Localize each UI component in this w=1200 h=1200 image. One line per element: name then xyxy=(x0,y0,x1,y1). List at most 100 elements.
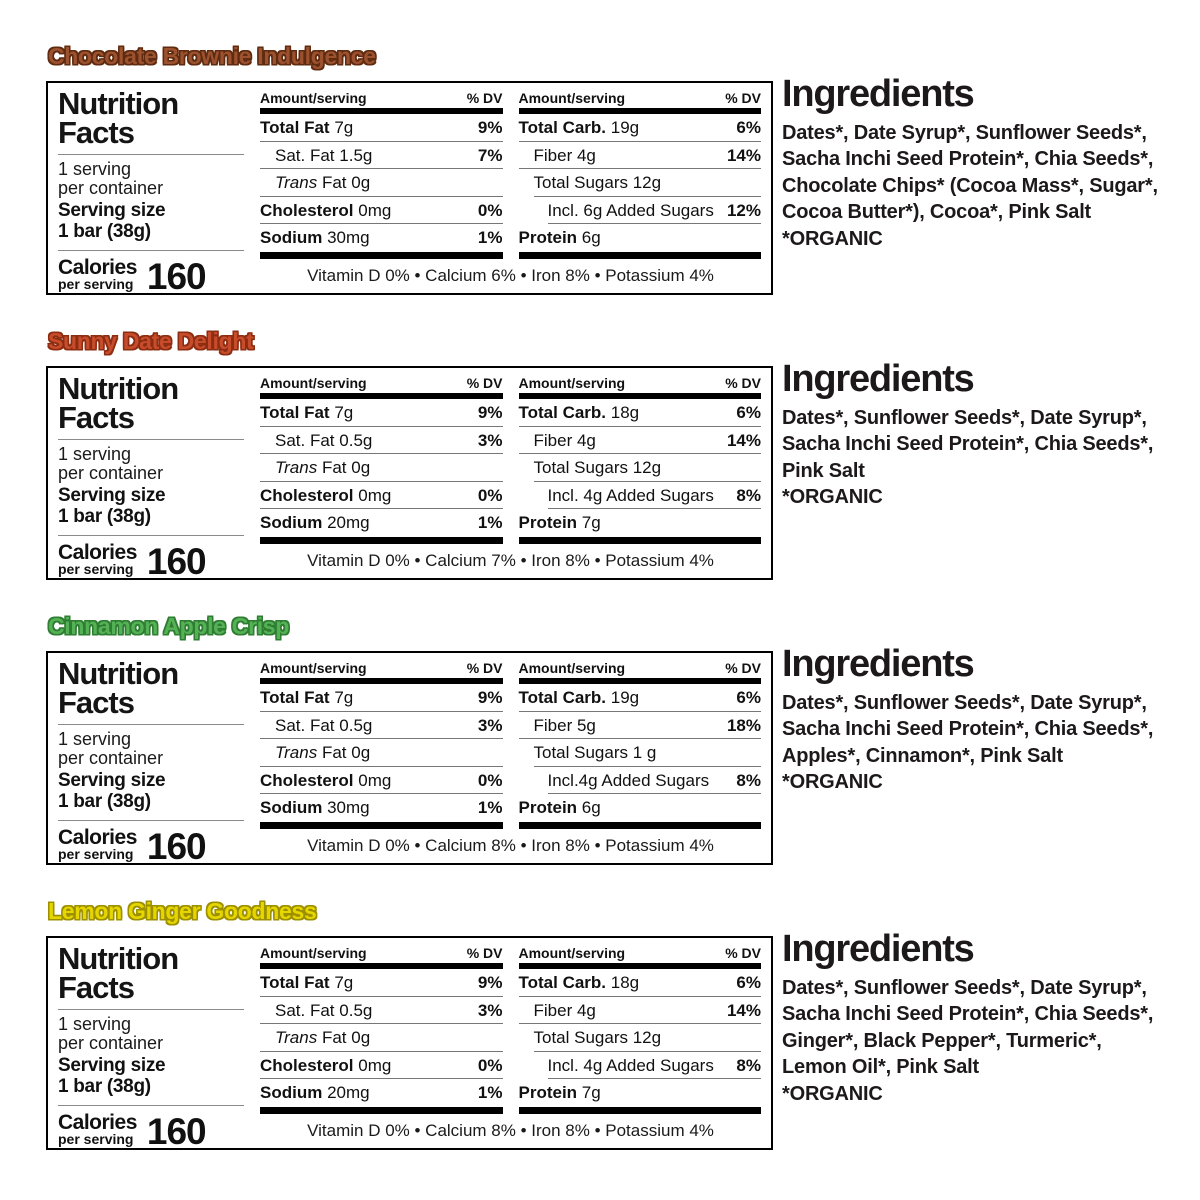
calories-sublabel: per serving xyxy=(58,275,134,292)
servings-per-container: 1 serving per container xyxy=(58,159,164,199)
nutrition-facts-panel: Nutrition Facts 1 serving per container … xyxy=(46,81,773,295)
nutrient-column-right: Amount/serving % DV Total Carb. 18g 6% F… xyxy=(518,375,761,545)
nutrient-row-fiber: Fiber 5g 18% xyxy=(518,712,761,740)
nutrient-column-right: Amount/serving % DV Total Carb. 18g 6% F… xyxy=(518,945,762,1115)
nutrient-row-total-carb: Total Carb. 18g 6% xyxy=(518,969,761,997)
nutrient-row-added-sugars: Incl. 4g Added Sugars 8% xyxy=(547,482,761,510)
divider xyxy=(58,724,244,726)
nutrition-facts-panel: Nutrition Facts 1 serving per container … xyxy=(46,366,773,580)
nutrient-row-total-sugars: Total Sugars 12g xyxy=(533,1024,761,1052)
nutrient-row-total-carb: Total Carb. 19g 6% xyxy=(518,114,761,142)
column-header: Amount/serving % DV xyxy=(260,375,503,391)
organic-note: *ORGANIC xyxy=(782,771,883,794)
calories-row: Calories per serving 160 xyxy=(58,540,207,580)
thick-rule xyxy=(260,1106,503,1114)
column-header: Amount/serving % DV xyxy=(518,660,762,676)
nutrient-column-right: Amount/serving % DV Total Carb. 19g 6% F… xyxy=(518,90,761,260)
nutrition-word: Nutrition xyxy=(58,86,179,121)
product-section: Sunny Date Delight Nutrition Facts 1 ser… xyxy=(46,330,1170,580)
serving-size: Serving size 1 bar (38g) xyxy=(58,200,166,243)
nutrient-row-sodium: Sodium 30mg 1% xyxy=(260,228,503,248)
column-header: Amount/serving % DV xyxy=(260,660,503,676)
calories-label: Calories xyxy=(58,255,137,279)
nutrient-row-total-fat: Total Fat 7g 9% xyxy=(260,969,503,997)
ingredients-block: Ingredients Dates*, Sunflower Seeds*, Da… xyxy=(782,645,1165,796)
nutrient-row-cholesterol: Cholesterol 0mg 0% xyxy=(260,482,503,510)
nutrition-facts-left-column: Nutrition Facts 1 serving per container … xyxy=(58,86,244,293)
nutrient-row-added-sugars: Incl. 4g Added Sugars 8% xyxy=(547,1052,761,1080)
nutrient-row-cholesterol: Cholesterol 0mg 0% xyxy=(260,197,503,225)
serving-size: Serving size 1 bar (38g) xyxy=(58,770,166,813)
divider xyxy=(58,534,244,536)
column-header: Amount/serving % DV xyxy=(518,945,762,961)
divider xyxy=(58,819,244,821)
servings-per-container: 1 serving per container xyxy=(58,444,164,484)
nutrient-row-sat-fat: Sat. Fat 0.5g 3% xyxy=(260,997,503,1025)
nutrient-row-sat-fat: Sat. Fat 0.5g 3% xyxy=(260,712,503,740)
thick-rule xyxy=(518,678,761,684)
column-header: Amount/serving % DV xyxy=(260,945,503,961)
nutrient-row-trans-fat: Trans Fat 0g xyxy=(260,739,503,767)
thick-rule xyxy=(260,393,503,399)
thick-rule xyxy=(518,1106,761,1114)
ingredients-text: Dates*, Date Syrup*, Sunflower Seeds*, S… xyxy=(782,122,1158,250)
nutrient-row-protein: Protein 7g xyxy=(518,1083,601,1103)
thick-rule xyxy=(260,536,503,544)
nutrition-facts-panel: Nutrition Facts 1 serving per container … xyxy=(46,936,773,1150)
nutrient-row-sat-fat: Sat. Fat 1.5g 7% xyxy=(260,142,503,170)
ingredients-heading: Ingredients xyxy=(782,643,975,685)
thick-rule xyxy=(518,821,761,829)
nutrient-column-left: Amount/serving % DV Total Fat 7g 9% Sat.… xyxy=(260,945,503,1115)
nutrient-row-added-sugars: Incl.4g Added Sugars 8% xyxy=(547,767,761,795)
nutrient-row-cholesterol: Cholesterol 0mg 0% xyxy=(260,767,503,795)
micronutrients-line: Vitamin D 0% • Calcium 8% • Iron 8% • Po… xyxy=(307,1121,714,1140)
micronutrients-line: Vitamin D 0% • Calcium 8% • Iron 8% • Po… xyxy=(307,836,714,855)
nutrient-row-sat-fat: Sat. Fat 0.5g 3% xyxy=(260,427,503,455)
nutrient-row-sodium: Sodium 20mg 1% xyxy=(260,1083,503,1103)
nutrition-facts-heading: Nutrition Facts xyxy=(58,656,179,720)
divider xyxy=(58,154,244,156)
nutrition-facts-left-column: Nutrition Facts 1 serving per container … xyxy=(58,943,244,1148)
nutrient-row-protein: Protein 6g xyxy=(518,798,601,818)
nutrient-row-protein: Protein 6g xyxy=(518,228,601,248)
product-title: Chocolate Brownie Indulgence xyxy=(48,43,376,69)
nutrient-row-total-sugars: Total Sugars 1 g xyxy=(533,739,761,767)
product-section: Lemon Ginger Goodness Nutrition Facts 1 … xyxy=(46,900,1170,1150)
nutrient-column-right: Amount/serving % DV Total Carb. 19g 6% F… xyxy=(518,660,762,830)
nutrient-row-cholesterol: Cholesterol 0mg 0% xyxy=(260,1052,503,1080)
nutrient-row-trans-fat: Trans Fat 0g xyxy=(260,1024,503,1052)
divider xyxy=(58,1104,244,1106)
divider xyxy=(58,439,244,441)
nutrient-column-left: Amount/serving % DV Total Fat 7g 9% Sat.… xyxy=(260,660,503,830)
divider xyxy=(58,1009,244,1011)
thick-rule xyxy=(260,251,503,259)
ingredients-block: Ingredients Dates*, Date Syrup*, Sunflow… xyxy=(782,75,1165,252)
nutrient-row-total-carb: Total Carb. 18g 6% xyxy=(518,399,761,427)
nutrient-row-sodium: Sodium 20mg 1% xyxy=(260,513,503,533)
nutrient-row-added-sugars: Incl. 6g Added Sugars 12% xyxy=(547,197,761,225)
nutrition-facts-heading: Nutrition Facts xyxy=(58,371,179,435)
nutrient-row-total-fat: Total Fat 7g 9% xyxy=(260,399,503,427)
divider xyxy=(58,249,244,251)
nutrient-row-total-carb: Total Carb. 19g 6% xyxy=(518,684,761,712)
product-section: Cinnamon Apple Crisp Nutrition Facts 1 s… xyxy=(46,615,1170,865)
thick-rule xyxy=(260,678,503,684)
nutrient-row-fiber: Fiber 4g 14% xyxy=(518,427,761,455)
calories-row: Calories per serving 160 xyxy=(58,825,207,865)
product-title: Cinnamon Apple Crisp xyxy=(48,613,290,639)
nutrient-row-trans-fat: Trans Fat 0g xyxy=(260,169,503,197)
thick-rule xyxy=(518,251,761,259)
thick-rule xyxy=(518,393,761,399)
organic-note: *ORGANIC xyxy=(782,1082,883,1105)
ingredients-block: Ingredients Dates*, Sunflower Seeds*, Da… xyxy=(782,360,1165,511)
organic-note: *ORGANIC xyxy=(782,227,883,250)
servings-per-container: 1 serving per container xyxy=(58,1014,164,1054)
nutrition-facts-left-column: Nutrition Facts 1 serving per container … xyxy=(58,371,244,578)
nutrition-facts-left-column: Nutrition Facts 1 serving per container … xyxy=(58,656,244,863)
serving-size: Serving size 1 bar (38g) xyxy=(58,485,166,528)
calories-value: 160 xyxy=(146,255,207,295)
ingredients-text: Dates*, Sunflower Seeds*, Date Syrup*, S… xyxy=(782,692,1154,794)
calories-row: Calories per serving 160 xyxy=(58,1110,207,1150)
servings-per-container: 1 serving per container xyxy=(58,729,164,769)
thick-rule xyxy=(260,963,503,969)
